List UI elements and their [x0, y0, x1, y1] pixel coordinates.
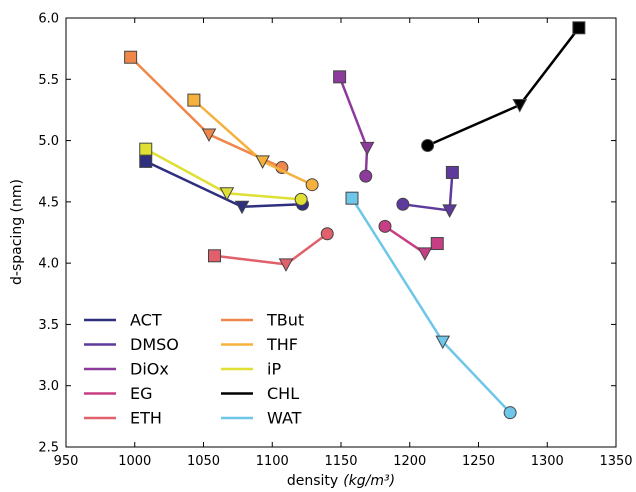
series-diox — [333, 70, 375, 183]
x-tick-label: 1000 — [118, 454, 151, 469]
data-point-ip-1 — [139, 142, 153, 156]
x-tick-label: 1100 — [256, 454, 289, 469]
data-point-eth-2 — [278, 258, 294, 272]
legend-item-wat: WAT — [221, 409, 302, 428]
data-point-ip-3 — [294, 192, 308, 206]
data-point-eg-1 — [430, 237, 444, 251]
data-point-chl-3 — [421, 138, 435, 152]
x-axis-title-main: density — [287, 473, 338, 489]
data-point-act-1 — [139, 154, 153, 168]
x-tick-label: 1350 — [599, 454, 632, 469]
y-axis-title: d-spacing (nm) — [9, 179, 25, 285]
x-tick-label: 1250 — [462, 454, 495, 469]
x-tick-label: 1200 — [393, 454, 426, 469]
legend-item-eg: EG — [84, 384, 153, 403]
legend-label: iP — [267, 360, 281, 379]
axis-ticks: 950 1000 1050 1100 1150 1200 1250 1300 1350 2.5 3.… — [38, 12, 632, 470]
series-chl — [421, 21, 586, 152]
data-point-thf-2 — [255, 155, 270, 169]
legend-label: TBut — [266, 311, 304, 330]
y-tick-label: 3.5 — [38, 318, 59, 333]
x-tick-label: 1150 — [324, 454, 357, 469]
series-line-thf — [193, 99, 313, 186]
data-point-thf-3 — [305, 178, 319, 192]
legend-label: THF — [266, 335, 298, 354]
series-dmso — [396, 165, 459, 218]
legend-label: WAT — [267, 409, 302, 428]
x-axis-title: density (kg/m³) — [287, 473, 395, 489]
legend-item-tbut: TBut — [221, 311, 304, 330]
y-tick-label: 6.0 — [38, 12, 59, 27]
data-point-chl-2 — [512, 99, 528, 113]
data-point-wat-1 — [345, 191, 359, 205]
legend-item-ip: iP — [221, 360, 281, 379]
legend-item-chl: CHL — [221, 384, 299, 403]
legend-label: DiOx — [130, 360, 169, 379]
y-tick-label: 2.5 — [38, 441, 59, 456]
series-line-diox — [338, 76, 369, 177]
data-point-wat-3 — [503, 406, 517, 420]
y-tick-label: 5.0 — [38, 134, 59, 149]
x-tick-label: 1300 — [531, 454, 564, 469]
legend-item-act: ACT — [84, 311, 162, 330]
legend: ACT DMSO DiOx EG ETH TBut THF iP CHL WAT — [84, 311, 304, 428]
x-tick-label: 1050 — [187, 454, 220, 469]
series-line-chl — [427, 27, 580, 147]
series-ip — [139, 142, 308, 206]
series-eg — [378, 219, 444, 261]
data-point-eg-3 — [378, 219, 392, 233]
x-tick-label: 950 — [54, 454, 79, 469]
legend-item-eth: ETH — [84, 409, 162, 428]
legend-item-diox: DiOx — [84, 360, 169, 379]
data-point-dmso-2 — [442, 204, 457, 218]
legend-label: EG — [130, 384, 153, 403]
y-tick-label: 4.0 — [38, 257, 59, 272]
legend-item-dmso: DMSO — [84, 335, 179, 354]
y-tick-label: 4.5 — [38, 195, 59, 210]
series-wat — [345, 191, 517, 420]
data-point-diox-3 — [359, 169, 373, 183]
legend-label: ETH — [130, 409, 162, 428]
data-point-dmso-3 — [396, 197, 410, 211]
data-point-eg-2 — [417, 247, 433, 261]
data-point-tbut-1 — [124, 50, 138, 64]
data-point-thf-1 — [187, 93, 201, 107]
legend-item-thf: THF — [221, 335, 298, 354]
y-tick-label: 5.5 — [38, 73, 59, 88]
data-point-eth-3 — [320, 227, 334, 241]
data-point-tbut-2 — [201, 128, 217, 142]
data-point-chl-1 — [572, 21, 586, 35]
legend-label: DMSO — [130, 335, 179, 354]
series-thf — [187, 93, 319, 192]
data-point-act-2 — [234, 200, 250, 215]
data-point-diox-1 — [333, 70, 347, 84]
y-tick-label: 3.0 — [38, 379, 59, 394]
data-point-wat-2 — [435, 335, 451, 350]
data-point-dmso-1 — [445, 165, 459, 179]
series-line-eth — [214, 232, 328, 266]
data-point-ip-2 — [219, 187, 235, 201]
series-eth — [208, 227, 334, 272]
legend-label: CHL — [267, 384, 299, 403]
data-point-diox-2 — [359, 141, 375, 156]
series-line-wat — [350, 197, 512, 414]
x-axis-title-unit: (kg/m³) — [343, 473, 395, 489]
legend-label: ACT — [130, 311, 162, 330]
plot-marks — [124, 21, 586, 420]
data-point-eth-1 — [208, 249, 221, 263]
